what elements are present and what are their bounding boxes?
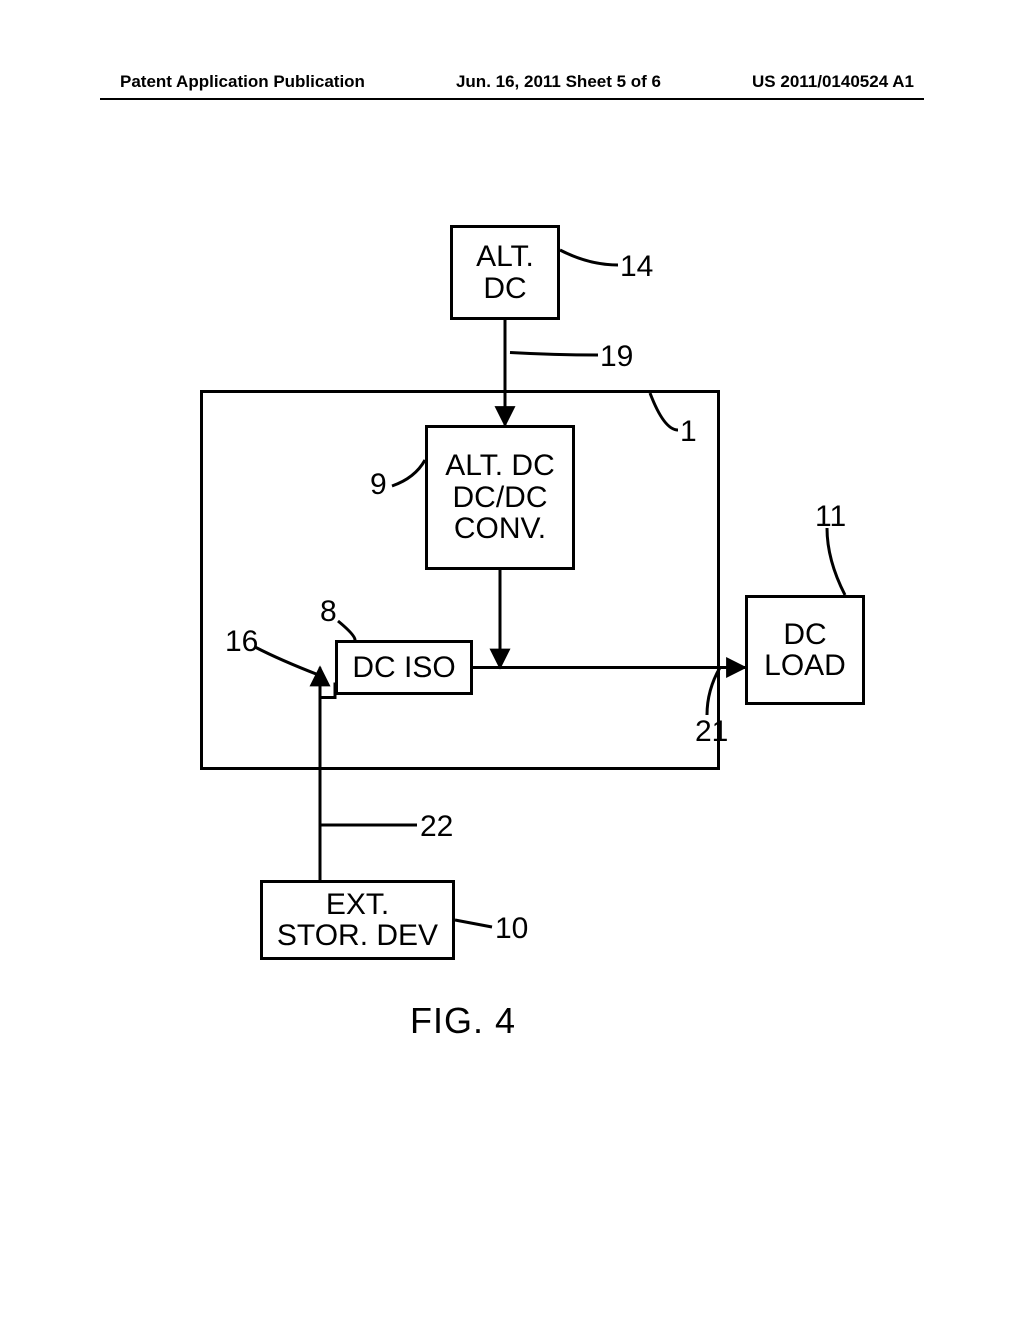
- ref-10: 10: [495, 912, 528, 946]
- ref-1: 1: [680, 415, 697, 449]
- figure-caption: FIG. 4: [410, 1000, 516, 1042]
- ref-22: 22: [420, 810, 453, 844]
- ref-14: 14: [620, 250, 653, 284]
- ref-16: 16: [225, 625, 258, 659]
- ref-19: 19: [600, 340, 633, 374]
- box-text-line: ALT. DC: [445, 450, 554, 482]
- box-ext-stor: EXT.STOR. DEV: [260, 880, 455, 960]
- box-alt-dc: ALT.DC: [450, 225, 560, 320]
- ref-8: 8: [320, 595, 337, 629]
- box-text-line: DC ISO: [352, 652, 455, 684]
- box-text-line: DC/DC: [453, 482, 548, 514]
- ref-11: 11: [815, 500, 846, 534]
- box-text-line: CONV.: [454, 513, 546, 545]
- box-text-line: DC: [483, 273, 526, 305]
- box-text-line: ALT.: [476, 241, 534, 273]
- box-text-line: DC: [783, 619, 826, 651]
- box-text-line: LOAD: [764, 650, 846, 682]
- ref-9: 9: [370, 468, 387, 502]
- box-text-line: EXT.: [326, 889, 389, 921]
- ref-21: 21: [695, 715, 728, 749]
- box-dc-iso: DC ISO: [335, 640, 473, 695]
- diagram-stage: ALT.DC ALT. DCDC/DCCONV. DC ISO DCLOAD E…: [0, 0, 1024, 1320]
- box-alt-dc-conv: ALT. DCDC/DCCONV.: [425, 425, 575, 570]
- box-dc-load: DCLOAD: [745, 595, 865, 705]
- box-text-line: STOR. DEV: [277, 920, 438, 952]
